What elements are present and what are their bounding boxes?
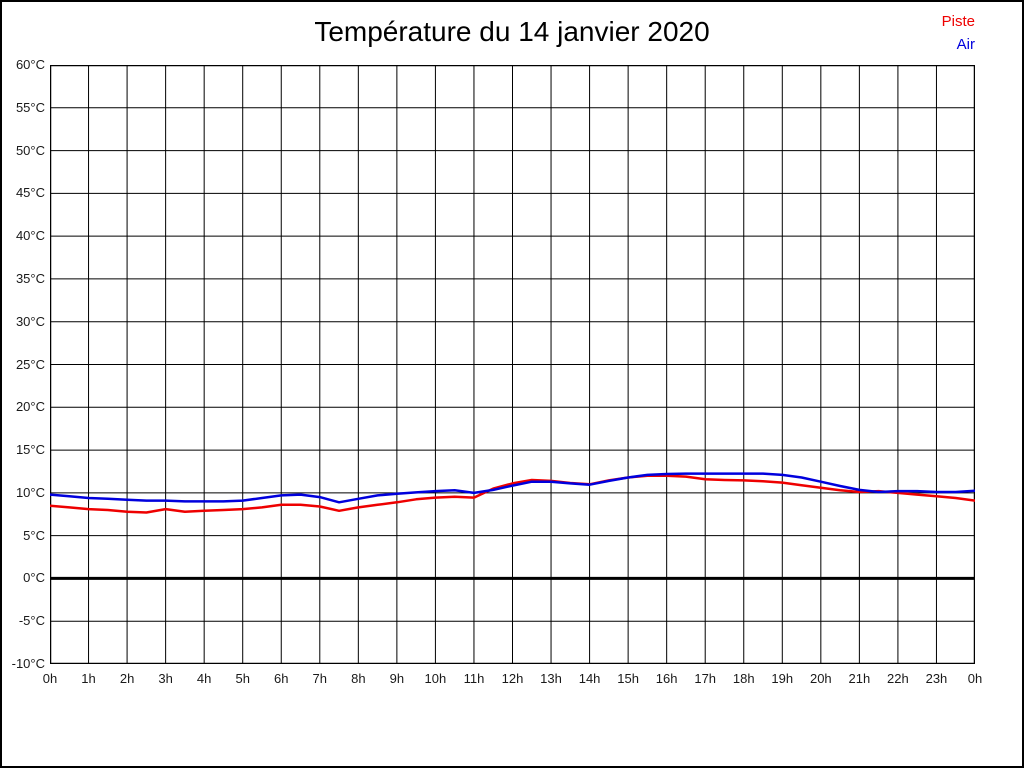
x-tick-label: 3h [158, 671, 173, 686]
x-tick-label: 8h [351, 671, 366, 686]
x-tick-label: 12h [501, 671, 524, 686]
legend-item-air: Air [956, 36, 975, 53]
x-tick-label: 23h [925, 671, 948, 686]
x-tick-label: 19h [771, 671, 794, 686]
x-tick-label: 20h [809, 671, 832, 686]
y-tick-label: 15°C [15, 442, 45, 458]
y-tick-label: -5°C [18, 613, 45, 629]
x-tick-label: 0h [42, 671, 58, 686]
legend: Piste Air [942, 10, 975, 56]
x-tick-label: 13h [540, 671, 562, 686]
x-tick-label: 1h [81, 671, 96, 686]
y-tick-label: 20°C [15, 399, 45, 415]
x-tick-label: 17h [694, 671, 717, 686]
x-tick-label: 11h [463, 671, 485, 686]
series-line-piste [50, 474, 975, 514]
x-tick-label: 9h [389, 671, 405, 686]
chart-title: Température du 14 janvier 2020 [314, 16, 710, 47]
x-tick-label: 7h [312, 671, 328, 686]
plot-area [50, 65, 975, 664]
y-tick-label: 50°C [15, 142, 45, 158]
x-tick-label: 4h [196, 671, 212, 686]
y-tick-label: 60°C [15, 57, 45, 72]
y-tick-label: 5°C [23, 527, 45, 543]
x-tick-label: 18h [732, 671, 755, 686]
y-tick-label: 25°C [15, 356, 45, 372]
x-tick-label: 14h [578, 671, 601, 686]
y-tick-label: 55°C [15, 99, 45, 115]
x-tick-label: 10h [424, 671, 447, 686]
y-tick-label: 40°C [15, 228, 45, 244]
series-line-air [50, 472, 975, 504]
x-tick-label: 15h [617, 671, 639, 686]
y-tick-label: 0°C [23, 570, 45, 586]
chart-svg [50, 65, 975, 664]
x-tick-label: 0h [967, 671, 983, 686]
x-tick-label: 6h [274, 671, 289, 686]
x-tick-label: 16h [655, 671, 678, 686]
y-tick-label: -10°C [11, 656, 45, 671]
x-tick-label: 21h [848, 671, 871, 686]
x-tick-label: 2h [119, 671, 135, 686]
y-tick-label: 35°C [15, 270, 45, 286]
y-tick-label: 10°C [15, 484, 45, 500]
legend-item-piste: Piste [941, 13, 975, 30]
y-tick-label: 30°C [15, 313, 45, 329]
y-tick-label: 45°C [15, 185, 45, 201]
x-tick-label: 5h [235, 671, 250, 686]
plot-border [50, 65, 975, 664]
x-tick-label: 22h [887, 671, 909, 686]
